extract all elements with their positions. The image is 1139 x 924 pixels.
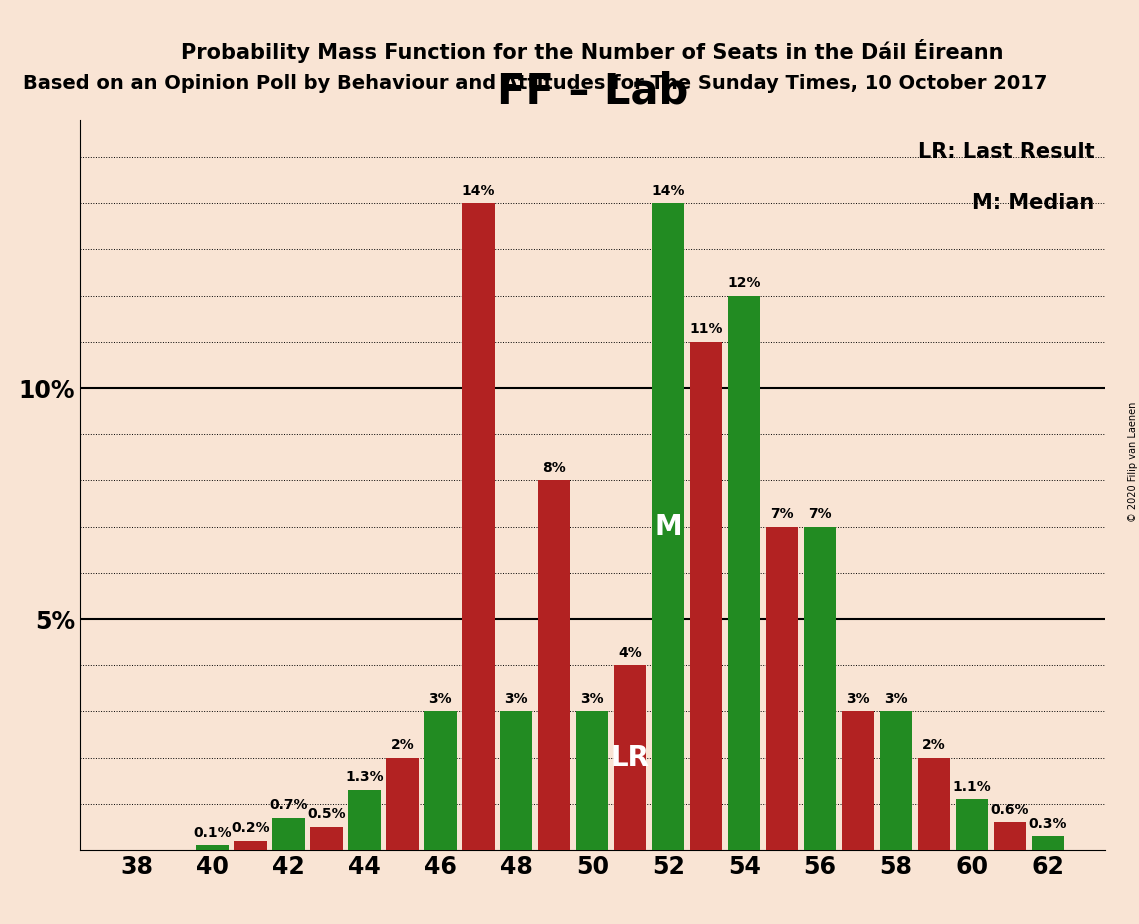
- Bar: [500, 711, 533, 850]
- Bar: [728, 296, 761, 850]
- Text: 0.6%: 0.6%: [991, 803, 1030, 817]
- Bar: [690, 342, 722, 850]
- Bar: [880, 711, 912, 850]
- Text: 1.1%: 1.1%: [952, 780, 991, 794]
- Text: LR: LR: [611, 744, 649, 772]
- Text: © 2020 Filip van Laenen: © 2020 Filip van Laenen: [1129, 402, 1138, 522]
- Text: 7%: 7%: [770, 507, 794, 521]
- Text: 8%: 8%: [542, 461, 566, 475]
- Text: Probability Mass Function for the Number of Seats in the Dáil Éireann: Probability Mass Function for the Number…: [181, 39, 1003, 63]
- Text: Based on an Opinion Poll by Behaviour and Attitudes for The Sunday Times, 10 Oct: Based on an Opinion Poll by Behaviour an…: [23, 74, 1047, 92]
- Bar: [918, 758, 950, 850]
- Text: 7%: 7%: [809, 507, 831, 521]
- Bar: [272, 818, 305, 850]
- Text: 3%: 3%: [846, 692, 870, 706]
- Bar: [424, 711, 457, 850]
- Bar: [310, 827, 343, 850]
- Title: FF – Lab: FF – Lab: [497, 70, 688, 113]
- Text: 0.3%: 0.3%: [1029, 817, 1067, 831]
- Bar: [956, 799, 988, 850]
- Bar: [993, 822, 1026, 850]
- Text: 14%: 14%: [652, 184, 685, 198]
- Bar: [576, 711, 608, 850]
- Text: 0.5%: 0.5%: [308, 808, 346, 821]
- Text: 1.3%: 1.3%: [345, 771, 384, 784]
- Text: 3%: 3%: [428, 692, 452, 706]
- Text: M: Median: M: Median: [973, 193, 1095, 213]
- Bar: [1032, 836, 1064, 850]
- Bar: [804, 527, 836, 850]
- Bar: [349, 790, 380, 850]
- Text: 12%: 12%: [728, 276, 761, 290]
- Bar: [386, 758, 418, 850]
- Text: LR: Last Result: LR: Last Result: [918, 142, 1095, 162]
- Text: 0.2%: 0.2%: [231, 821, 270, 835]
- Bar: [196, 845, 229, 850]
- Text: 3%: 3%: [884, 692, 908, 706]
- Text: 4%: 4%: [618, 646, 642, 660]
- Text: 11%: 11%: [689, 322, 723, 336]
- Text: 2%: 2%: [923, 738, 945, 752]
- Text: 0.1%: 0.1%: [194, 826, 232, 840]
- Bar: [539, 480, 571, 850]
- Text: 3%: 3%: [505, 692, 528, 706]
- Text: 2%: 2%: [391, 738, 415, 752]
- Bar: [614, 665, 646, 850]
- Bar: [235, 841, 267, 850]
- Text: 0.7%: 0.7%: [269, 798, 308, 812]
- Bar: [652, 203, 685, 850]
- Text: 3%: 3%: [581, 692, 604, 706]
- Bar: [842, 711, 875, 850]
- Bar: [765, 527, 798, 850]
- Bar: [462, 203, 494, 850]
- Text: 14%: 14%: [461, 184, 495, 198]
- Text: M: M: [655, 513, 682, 541]
